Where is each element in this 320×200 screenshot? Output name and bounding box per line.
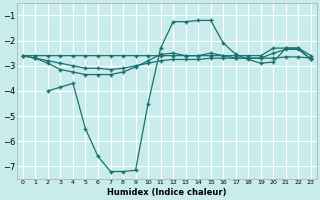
X-axis label: Humidex (Indice chaleur): Humidex (Indice chaleur) [107, 188, 227, 197]
